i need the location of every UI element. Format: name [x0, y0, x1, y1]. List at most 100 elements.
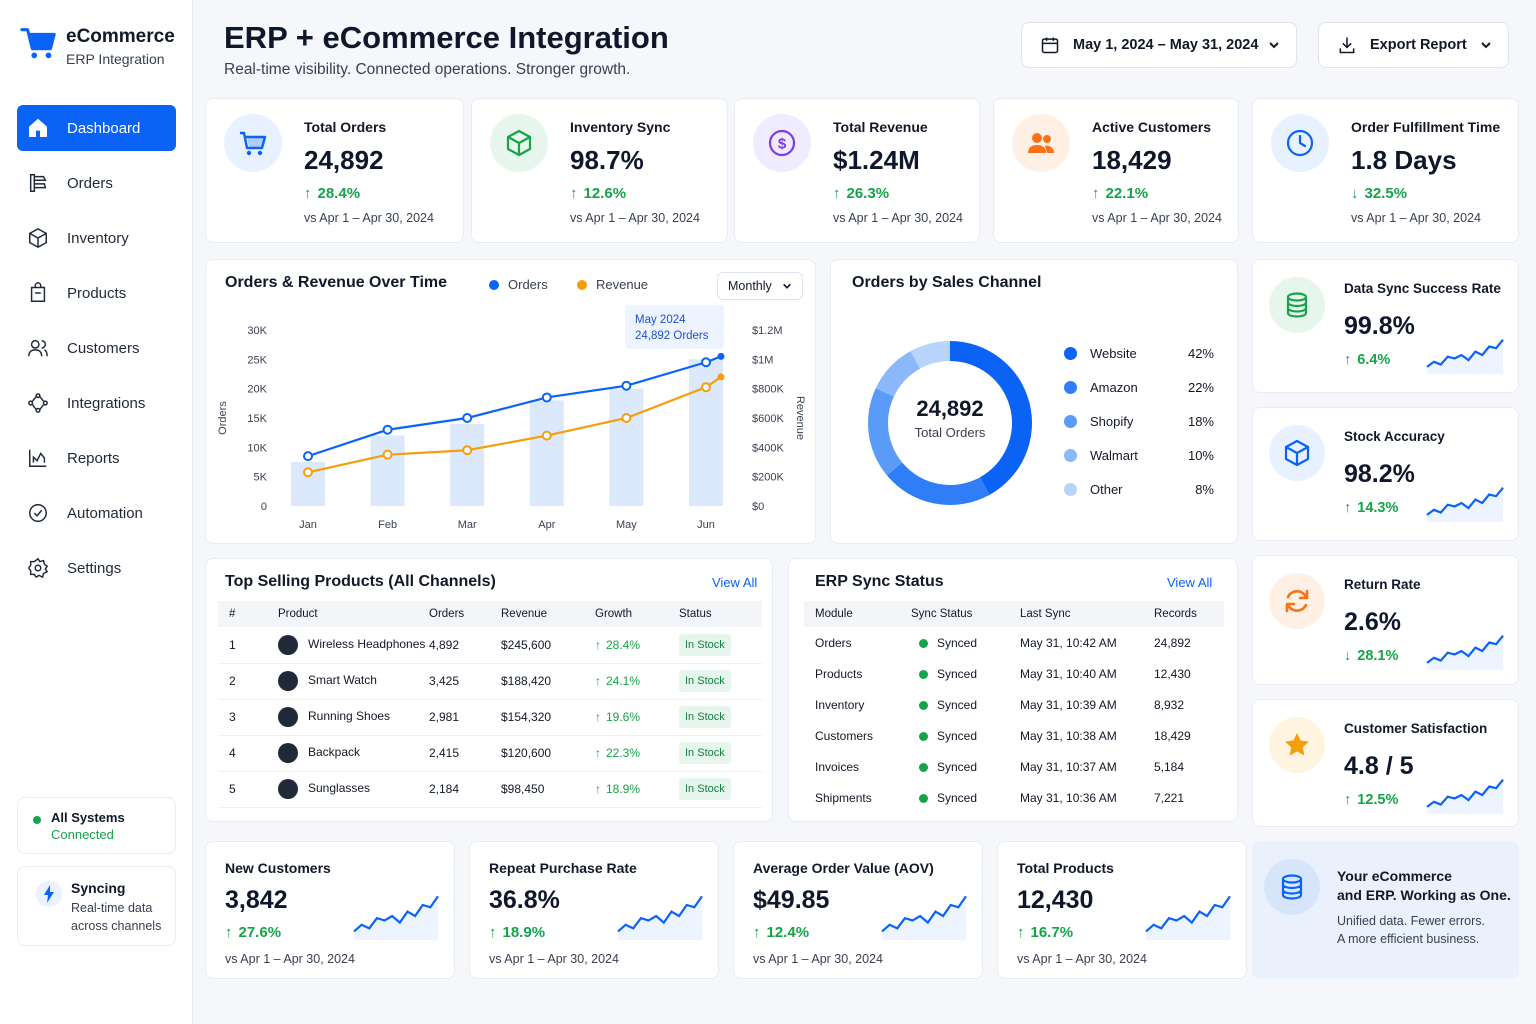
channel-legend-item[interactable]: Shopify 18% — [1064, 411, 1214, 431]
table-row[interactable]: Customers Synced May 31, 10:38 AM 18,429 — [804, 720, 1224, 751]
kpi-icon-wrap — [490, 114, 548, 172]
cell-last-sync: May 31, 10:38 AM — [1020, 728, 1117, 743]
col-growth: Growth — [595, 601, 679, 627]
metric-icon-wrap — [1269, 717, 1325, 773]
bottom-kpi-label: Repeat Purchase Rate — [489, 860, 637, 876]
sidebar-item-label: Dashboard — [67, 119, 141, 137]
channel-name: Walmart — [1090, 447, 1138, 463]
status-dot — [33, 816, 41, 824]
product-thumbnail — [278, 634, 298, 655]
erp-sync-view-all[interactable]: View All — [1167, 575, 1213, 590]
sparkline-area — [1427, 487, 1503, 522]
product-name: Sunglasses — [308, 781, 371, 796]
integrations-icon — [28, 393, 48, 413]
promo-icon-wrap — [1264, 859, 1320, 915]
channel-legend-item[interactable]: Walmart 10% — [1064, 445, 1214, 465]
channel-name: Shopify — [1090, 413, 1134, 429]
bottom-kpi-compare: vs Apr 1 – Apr 30, 2024 — [225, 952, 355, 966]
cell-revenue: $154,320 — [501, 699, 595, 736]
donut-slice[interactable] — [910, 341, 950, 369]
metric-change-value: 12.5% — [1357, 792, 1399, 808]
kpi-icon-wrap: $ — [753, 114, 811, 172]
data-point — [382, 449, 393, 460]
channel-pct: 18% — [1187, 413, 1214, 429]
sidebar-item-dashboard[interactable]: Dashboard — [17, 105, 176, 151]
table-row[interactable]: 3 Running Shoes 2,981 $154,320 ↑ 19.6% In Stoc… — [218, 699, 762, 736]
table-row[interactable]: 4 Backpack 2,415 $120,600 ↑ 22.3% In Stock — [218, 735, 762, 772]
donut-slice[interactable] — [875, 351, 921, 397]
kpi-label: Inventory Sync — [570, 119, 671, 135]
export-report-button[interactable]: Export Report — [1318, 22, 1509, 68]
brand[interactable]: eCommerce ERP Integration — [20, 24, 175, 68]
sidebar-item-settings[interactable]: Settings — [17, 545, 176, 591]
kpi-change-value: 26.3% — [846, 185, 890, 202]
table-row[interactable]: Products Synced May 31, 10:40 AM 12,430 — [804, 658, 1224, 689]
syncing-sub: Real-time data across channels — [71, 899, 165, 935]
promo-sub-line-2: A more efficient business. — [1337, 932, 1480, 946]
table-row[interactable]: Orders Synced May 31, 10:42 AM 24,892 — [804, 627, 1224, 658]
sidebar-item-inventory[interactable]: Inventory — [17, 215, 176, 261]
kpi-change-value: 22.1% — [1105, 185, 1149, 202]
kpi-compare: vs Apr 1 – Apr 30, 2024 — [570, 211, 700, 225]
channel-legend-item[interactable]: Website 42% — [1064, 343, 1214, 363]
database-icon — [1286, 292, 1308, 318]
sidebar-item-reports[interactable]: Reports — [17, 435, 176, 481]
table-row[interactable]: Shipments Synced May 31, 10:36 AM 7,221 — [804, 782, 1224, 813]
period-select[interactable]: Monthly — [717, 272, 803, 300]
sparkline-line — [1145, 895, 1231, 933]
data-point — [621, 413, 632, 423]
metric-change: ↓ 28.1% — [1344, 648, 1398, 664]
kpi-value: 1.8 Days — [1351, 145, 1457, 175]
sparkline-line — [353, 895, 439, 933]
arrow-up-icon: ↑ — [304, 185, 312, 202]
clock-icon — [1286, 129, 1314, 157]
metric-change: ↑ 12.5% — [1344, 792, 1398, 808]
donut-slice[interactable] — [886, 462, 990, 505]
table-row[interactable]: 1 Wireless Headphones 4,892 $245,600 ↑ 28.4% I… — [218, 627, 762, 664]
cell-records: 8,932 — [1154, 697, 1185, 712]
sidebar-item-customers[interactable]: Customers — [17, 325, 176, 371]
date-range-picker[interactable]: May 1, 2024 – May 31, 2024 — [1021, 22, 1297, 68]
kpi-change-value: 28.4% — [317, 185, 361, 202]
sparkline-area — [882, 896, 966, 940]
top-products-view-all[interactable]: View All — [712, 575, 758, 590]
kpi-change-value: 12.6% — [583, 185, 627, 202]
sidebar-item-integrations[interactable]: Integrations — [17, 380, 176, 426]
table-row[interactable]: Inventory Synced May 31, 10:39 AM 8,932 — [804, 689, 1224, 720]
legend-orders[interactable]: Orders — [489, 277, 548, 292]
metric-change-value: 14.3% — [1357, 500, 1399, 516]
legend-revenue[interactable]: Revenue — [577, 277, 648, 292]
arrow-down-icon: ↓ — [1344, 648, 1352, 664]
bottom-kpi-change: ↑ 12.4% — [753, 924, 809, 941]
growth-value: 19.6% — [606, 710, 641, 724]
table-row[interactable]: 2 Smart Watch 3,425 $188,420 ↑ 24.1% In Stock — [218, 663, 762, 700]
y-right-tick-label: $1M — [752, 354, 773, 366]
data-point — [717, 373, 725, 381]
sidebar-item-label: Settings — [67, 559, 122, 577]
cell-records: 24,892 — [1154, 635, 1191, 650]
sidebar-item-products[interactable]: Products — [17, 270, 176, 316]
y-right-tick-label: $0 — [752, 501, 764, 513]
sparkline-line — [881, 895, 967, 933]
arrow-up-icon: ↑ — [833, 185, 841, 202]
sidebar-item-orders[interactable]: Orders — [17, 160, 176, 206]
arrow-up-icon: ↑ — [1344, 500, 1352, 516]
table-header-row: # Product Orders Revenue Growth Status — [218, 601, 762, 627]
channel-legend-item[interactable]: Amazon 22% — [1064, 377, 1214, 397]
x-tick-label: Mar — [458, 519, 477, 531]
cell-product: Backpack — [259, 735, 429, 772]
donut-slice[interactable] — [868, 388, 903, 476]
arrow-down-icon: ↓ — [1351, 185, 1359, 202]
kpi-label: Active Customers — [1092, 119, 1212, 135]
x-tick-label: Jan — [299, 519, 317, 531]
table-row[interactable]: Invoices Synced May 31, 10:37 AM 5,184 — [804, 751, 1224, 782]
sparkline-chart — [617, 895, 703, 940]
cell-growth: ↑ 18.9% — [595, 771, 679, 808]
table-row[interactable]: 5 Sunglasses 2,184 $98,450 ↑ 18.9% In Stock — [218, 771, 762, 808]
sidebar-item-automation[interactable]: Automation — [17, 490, 176, 536]
donut-slice[interactable] — [950, 341, 1032, 495]
col-status: Status — [679, 601, 762, 627]
channel-legend-item[interactable]: Other 8% — [1064, 479, 1214, 499]
cell-status: In Stock — [679, 663, 762, 700]
sidebar-item-label: Orders — [67, 174, 113, 192]
